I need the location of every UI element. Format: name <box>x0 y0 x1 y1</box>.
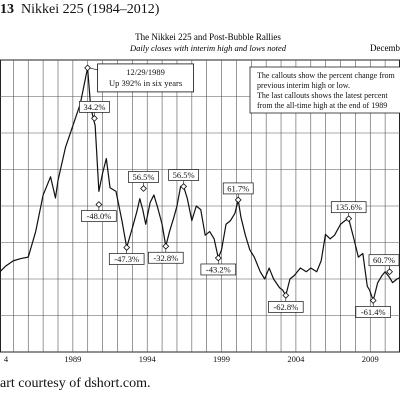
chart-date-label: December <box>370 43 400 53</box>
chart-title: The Nikkei 225 and Post-Bubble Rallies <box>135 32 281 42</box>
callout-marker <box>162 242 170 250</box>
x-tick-label: 1989 <box>64 354 81 364</box>
callout-box <box>222 182 254 195</box>
note-box <box>249 66 400 114</box>
callout-marker <box>386 268 393 276</box>
x-tick-label: 1999 <box>213 354 230 364</box>
chart-credit: art courtesy of dshort.com. <box>0 376 151 391</box>
callout-label: -62.8% <box>273 302 298 312</box>
callout-label: 60.7% <box>373 255 395 265</box>
x-tick-label: 2009 <box>362 354 379 364</box>
figure-caption: 13 Nikkei 225 (1984–2012) <box>0 2 159 18</box>
callout-box <box>108 253 145 265</box>
figure-title: Nikkei 225 (1984–2012) <box>21 2 160 17</box>
callout-label: -48.0% <box>86 211 111 221</box>
callout-box <box>330 201 367 214</box>
callout-box <box>148 251 184 264</box>
callout-label: -47.3% <box>114 254 139 264</box>
x-tick-label: 1994 <box>139 354 157 364</box>
note-line: from the all-time high at the end of 198… <box>257 101 387 110</box>
callout-marker <box>140 185 147 192</box>
callout-box <box>97 63 194 93</box>
callout-marker <box>95 201 103 208</box>
figure-number: 13 <box>0 2 14 17</box>
callout-label: 135.6% <box>336 202 362 212</box>
callout-box <box>168 169 199 181</box>
callout-label: 56.5% <box>133 172 155 182</box>
callout-box <box>355 306 391 318</box>
note-line: The callouts show the percent change fro… <box>257 71 396 80</box>
callout-label: -61.4% <box>361 307 386 317</box>
callout-marker <box>234 196 242 204</box>
callout-marker <box>84 64 91 72</box>
callout-box <box>268 301 304 313</box>
callout-text: Up 392% in six years <box>109 78 182 88</box>
callout-marker <box>282 292 290 299</box>
callout-marker <box>123 244 131 251</box>
chart-subtitle: Daily closes with interim high and lows … <box>129 43 287 53</box>
callout-date: 12/29/1989 <box>126 67 165 77</box>
callout-marker <box>91 115 98 122</box>
callout-box <box>128 171 159 183</box>
callout-leader <box>89 67 98 71</box>
callout-label: 34.2% <box>83 102 105 112</box>
callout-box <box>79 101 110 113</box>
callout-label: -43.2% <box>206 264 231 274</box>
callout-label: -32.8% <box>153 253 178 263</box>
callout-marker <box>214 254 222 262</box>
x-tick-label: 2004 <box>287 354 305 364</box>
x-tick-label: 4 <box>4 354 9 364</box>
callout-box <box>200 263 237 276</box>
callout-marker <box>180 183 188 190</box>
callout-label: 61.7% <box>227 183 249 193</box>
callout-label: 56.5% <box>173 170 195 180</box>
callout-box <box>81 210 117 222</box>
note-line: The last callouts shows the latest perce… <box>257 91 388 100</box>
callout-marker <box>345 215 353 223</box>
note-line: previous interim high or low. <box>257 81 350 90</box>
callout-box <box>368 254 400 267</box>
callout-marker <box>369 297 377 304</box>
